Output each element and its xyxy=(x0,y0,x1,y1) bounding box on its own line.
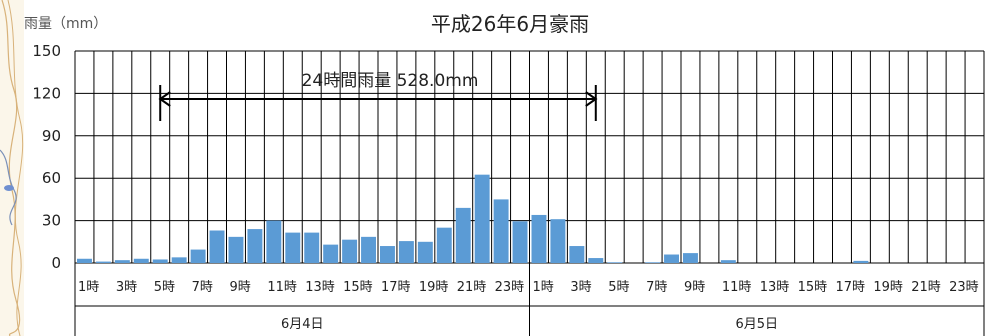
rainfall-bar xyxy=(285,232,301,263)
rainfall-bar xyxy=(645,262,661,263)
rainfall-bar xyxy=(133,258,149,263)
rainfall-bar xyxy=(455,207,471,263)
x-tick-label: 21時 xyxy=(457,280,487,295)
rainfall-bar xyxy=(512,221,528,263)
y-tick-label: 60 xyxy=(42,169,61,187)
rainfall-bar xyxy=(114,260,130,263)
rainfall-bar xyxy=(323,244,339,263)
rainfall-bar xyxy=(342,239,358,263)
rainfall-bar xyxy=(152,259,168,263)
x-tick-label: 3時 xyxy=(570,280,591,295)
x-tick-label: 5時 xyxy=(154,280,175,295)
y-tick-label: 30 xyxy=(42,212,61,230)
rainfall-bar xyxy=(853,260,869,263)
x-tick-label: 17時 xyxy=(836,280,866,295)
x-tick-label: 7時 xyxy=(192,280,213,295)
label-layer: 0 30 60 90 120 150 1時 3時 5時 7時 9時 11時 13時 15時 17時 19時 21… xyxy=(32,42,978,332)
x-tick-label: 9時 xyxy=(684,280,705,295)
day-label: 6月4日 xyxy=(281,317,324,332)
x-tick-label: 5時 xyxy=(608,280,629,295)
x-tick-label: 7時 xyxy=(646,280,667,295)
y-tick-label: 150 xyxy=(32,42,61,60)
rainfall-bar xyxy=(493,199,509,263)
x-tick-label: 13時 xyxy=(305,280,335,295)
rainfall-bar xyxy=(398,241,414,263)
map-background-strip xyxy=(0,0,24,336)
rainfall-bar xyxy=(247,229,263,263)
x-tick-label: 1時 xyxy=(78,280,99,295)
rainfall-bar xyxy=(683,253,698,263)
rainfall-bar xyxy=(569,246,585,263)
rainfall-bar xyxy=(720,260,736,263)
annotation-arrowhead-left xyxy=(158,91,171,107)
x-tick-label: 15時 xyxy=(343,280,373,295)
annotation-layer: 24時間雨量 528.0mm xyxy=(158,71,598,121)
y-axis-unit-label: 雨量（mm） xyxy=(24,16,108,32)
x-tick-label: 15時 xyxy=(798,280,828,295)
rainfall-bar xyxy=(436,227,452,263)
x-tick-label: 19時 xyxy=(873,280,903,295)
rainfall-bar xyxy=(474,174,490,263)
x-tick-label: 1時 xyxy=(533,280,554,295)
y-tick-label: 0 xyxy=(51,254,61,272)
y-tick-label: 90 xyxy=(42,127,61,145)
x-tick-label: 11時 xyxy=(267,280,297,295)
rainfall-bar xyxy=(417,241,433,263)
rainfall-bar xyxy=(95,261,111,263)
chart-title: 平成26年6月豪雨 xyxy=(430,12,590,36)
x-tick-label: 21時 xyxy=(911,280,941,295)
x-tick-label: 23時 xyxy=(495,280,525,295)
x-tick-label: 11時 xyxy=(722,280,752,295)
x-tick-label: 9時 xyxy=(230,280,251,295)
rainfall-bar xyxy=(361,236,376,263)
rainfall-bar xyxy=(550,219,566,263)
rainfall-bar xyxy=(209,230,225,263)
rainfall-bar xyxy=(588,258,604,263)
x-tick-label: 23時 xyxy=(949,280,979,295)
x-tick-label: 13時 xyxy=(760,280,790,295)
day-label: 6月5日 xyxy=(735,317,778,332)
y-tick-label: 120 xyxy=(32,84,61,102)
rainfall-bar xyxy=(664,254,679,263)
rainfall-bar xyxy=(228,236,244,263)
rainfall-bar xyxy=(266,220,282,263)
rainfall-bar xyxy=(304,232,320,263)
rainfall-bar xyxy=(607,262,623,263)
x-tick-label: 17時 xyxy=(381,280,411,295)
x-tick-label: 3時 xyxy=(116,280,137,295)
annotation-arrowhead-right xyxy=(585,91,598,107)
x-tick-label: 19時 xyxy=(419,280,449,295)
axis-layer xyxy=(74,263,985,336)
rainfall-bar xyxy=(531,214,547,263)
annotation-label: 24時間雨量 528.0mm xyxy=(302,71,479,91)
rainfall-bar xyxy=(380,246,395,263)
rainfall-bar xyxy=(77,258,92,263)
rainfall-bar xyxy=(190,249,206,263)
rainfall-bar xyxy=(171,257,187,263)
bar-layer xyxy=(77,174,869,263)
